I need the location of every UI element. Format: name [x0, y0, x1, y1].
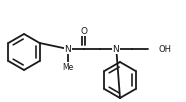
Text: N: N [113, 44, 119, 54]
Text: N: N [65, 44, 71, 54]
Text: Me: Me [62, 63, 74, 72]
Text: O: O [81, 27, 87, 35]
Text: OH: OH [159, 44, 172, 54]
